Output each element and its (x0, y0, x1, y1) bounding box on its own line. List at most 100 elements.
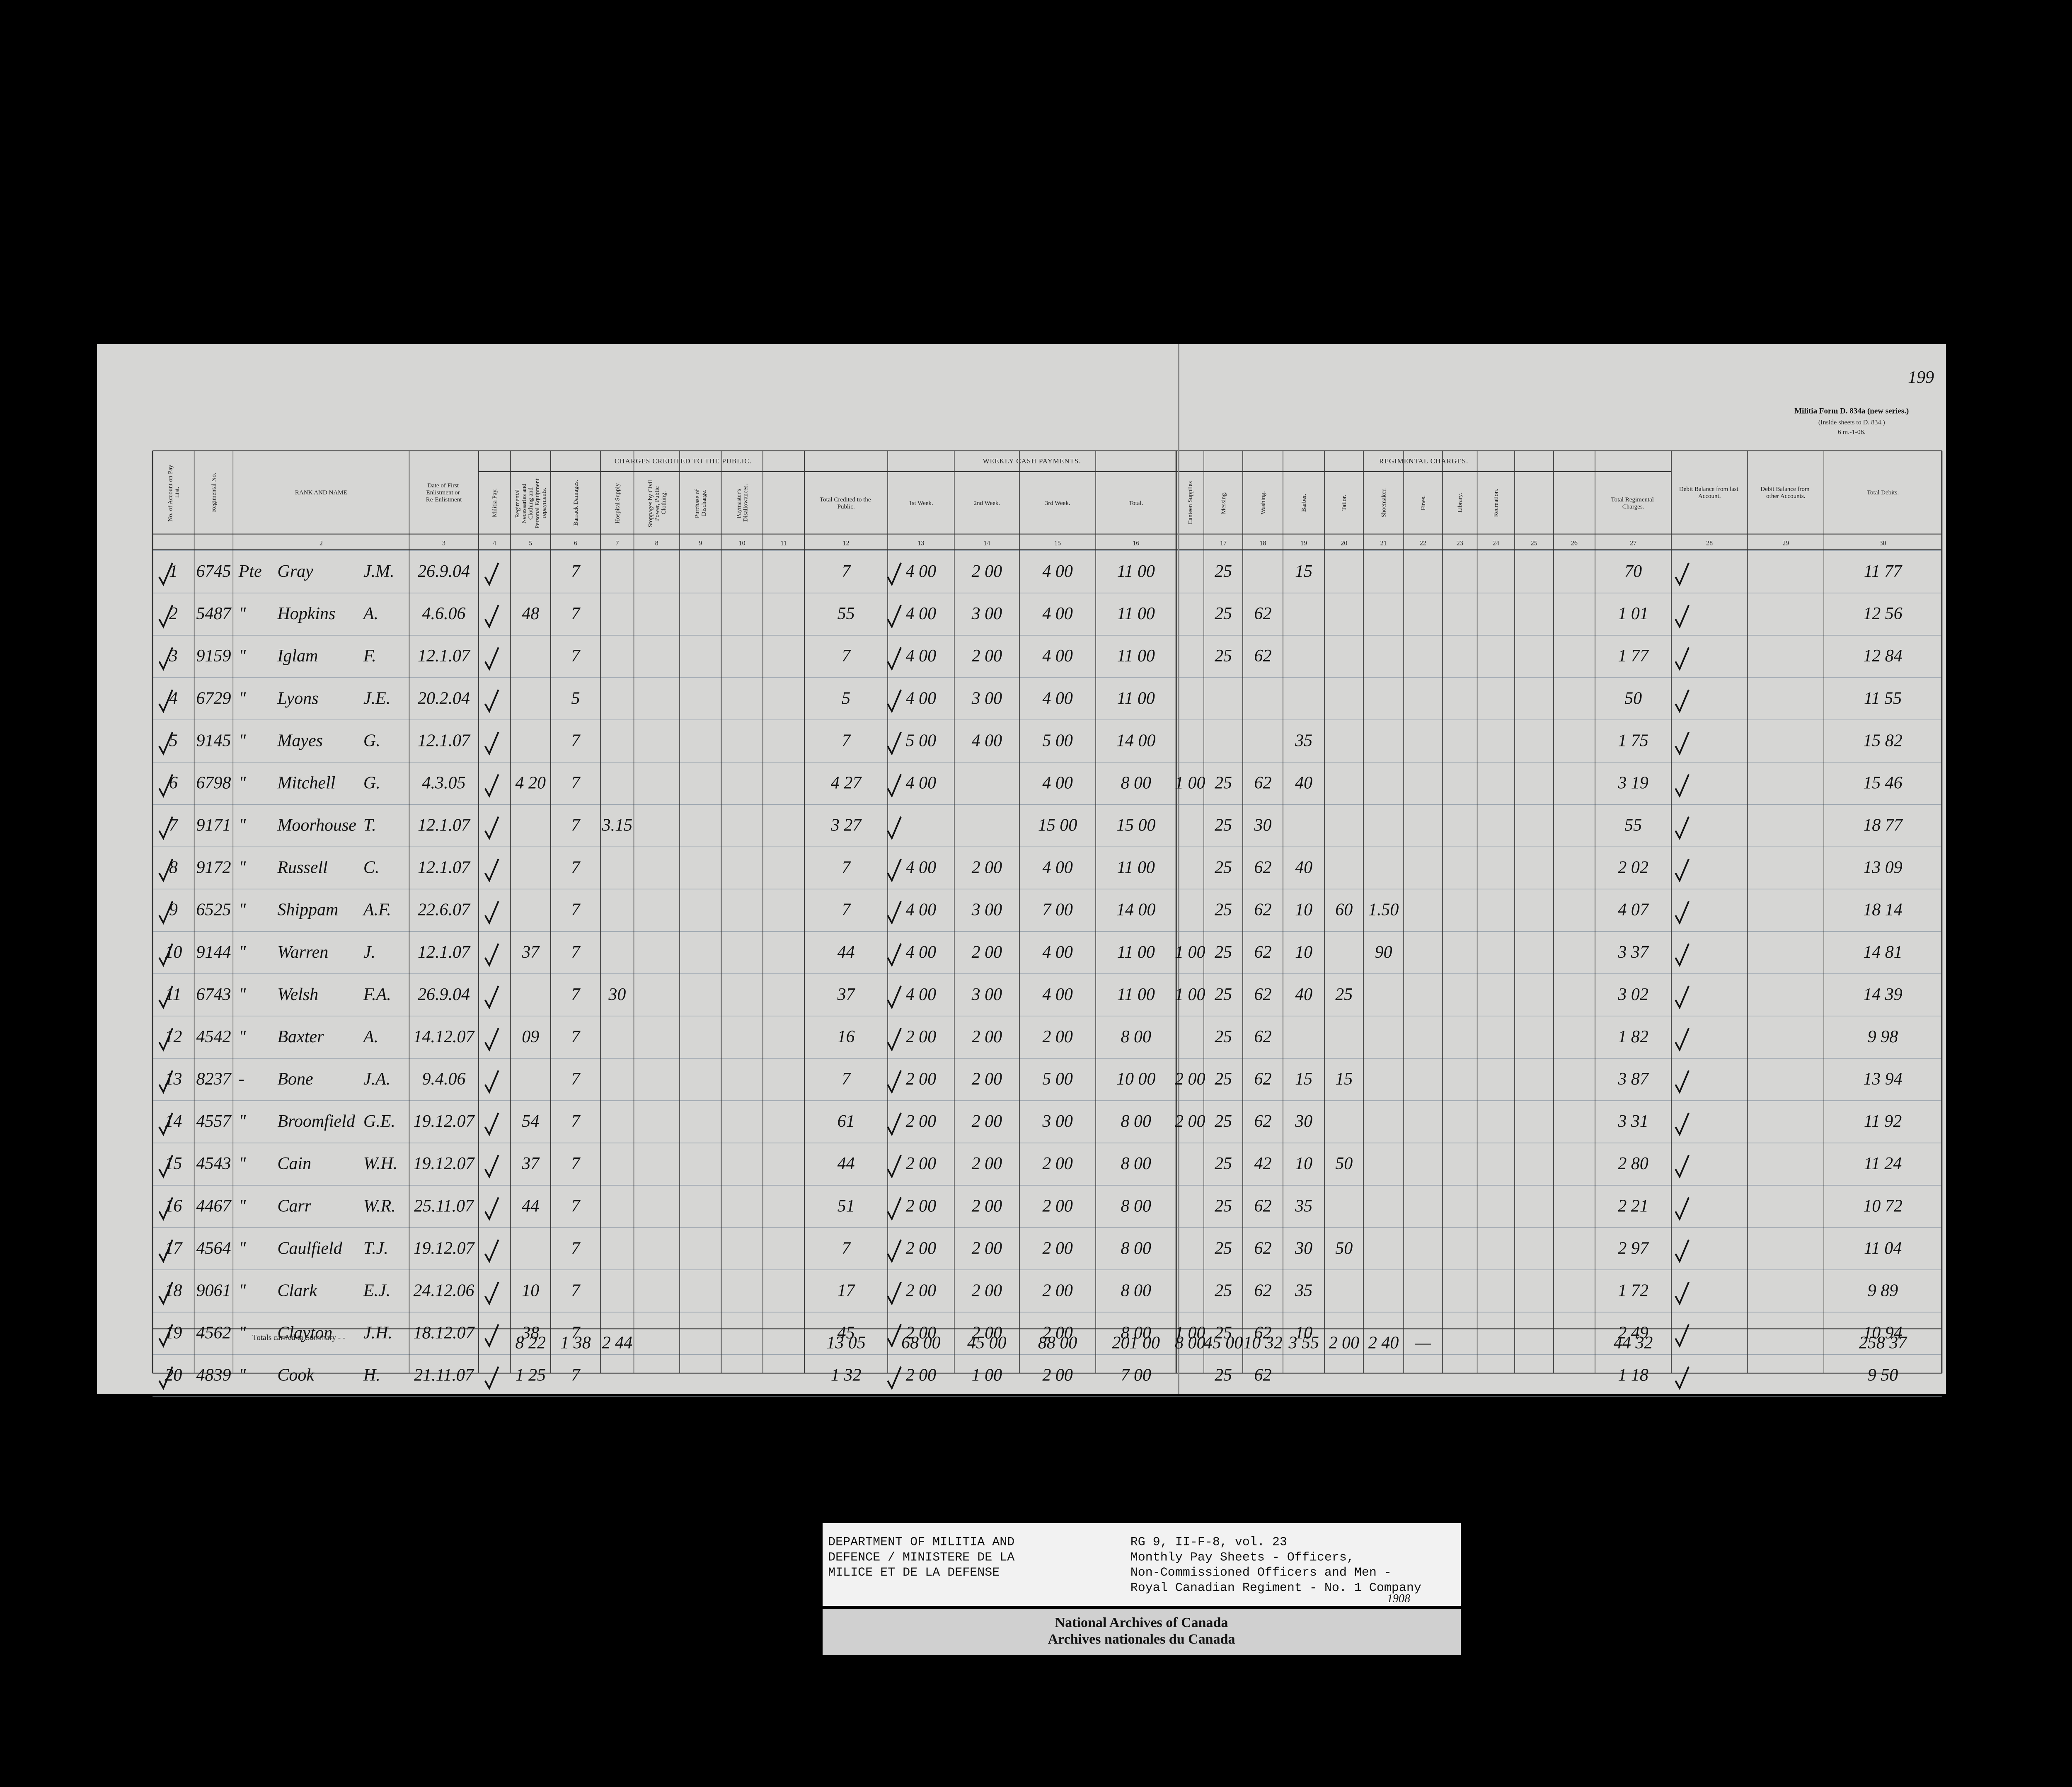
cell-name: Welsh (277, 985, 318, 1004)
cell-barrack: 7 (571, 858, 581, 877)
cell-washing: 30 (1254, 816, 1271, 835)
cell-name: Moorhouse (277, 816, 356, 835)
cell-total-reg: 1 18 (1618, 1366, 1648, 1385)
cell-debits: 10 72 (1863, 1196, 1903, 1216)
cell-debits: 12 56 (1863, 604, 1903, 623)
cell-name: Caulfield (277, 1239, 342, 1258)
cell-reg: 9061 (196, 1281, 231, 1300)
cell-barrack: 1 38 (560, 1333, 591, 1352)
column-header: Fines. (1420, 495, 1427, 510)
cell-total: 8 00 (1121, 1154, 1151, 1173)
check-mark (484, 1239, 499, 1263)
column-number: 26 (1571, 540, 1578, 547)
cell-canteen: 2 00 (1175, 1112, 1205, 1131)
cell-name: Bone (277, 1070, 313, 1089)
column-header: Paymaster's Disallowances. (736, 484, 749, 522)
cell-name: Mitchell (277, 773, 335, 792)
cell-week1: 2 00 (906, 1027, 937, 1046)
cell-week2: 2 00 (972, 1281, 1002, 1300)
cell-total-reg: 3 19 (1617, 773, 1648, 792)
column-number: 5 (529, 540, 532, 547)
cell-barrack: 7 (571, 1366, 581, 1385)
cell-total-reg: 1 77 (1618, 647, 1649, 666)
column-number: 3 (442, 540, 445, 547)
cell-total-reg: 50 (1624, 689, 1642, 708)
cell-barber: 15 (1295, 562, 1312, 581)
check-mark (158, 901, 174, 925)
cell-total-reg: 1 82 (1618, 1027, 1648, 1046)
cell-washing: 62 (1254, 1196, 1271, 1216)
cell-date: 19.12.07 (414, 1154, 475, 1173)
cell-washing: 62 (1254, 1324, 1271, 1343)
cell-date: 18.12.07 (414, 1324, 475, 1343)
cell-barrack: 7 (571, 731, 581, 750)
cell-total-reg: 55 (1624, 816, 1642, 835)
cell-necessaries: 44 (522, 1196, 539, 1216)
check-mark (887, 1112, 902, 1136)
cell-credited: 16 (838, 1027, 855, 1046)
cell-shoemaker: 1.50 (1368, 901, 1399, 920)
cell-credited: 3 27 (830, 816, 862, 835)
cell-date: 19.12.07 (414, 1112, 475, 1131)
cell-reg: 4557 (196, 1112, 232, 1131)
check-mark (484, 943, 499, 967)
cell-tailor: 50 (1335, 1239, 1353, 1258)
check-mark (887, 605, 902, 629)
cell-date: 12.1.07 (418, 943, 471, 962)
cell-initials: A. (362, 1027, 378, 1046)
check-mark (484, 731, 499, 755)
cell-initials: G. (363, 731, 380, 750)
cell-debits: 18 14 (1863, 901, 1903, 920)
cell-week3: 3 00 (1042, 1112, 1073, 1131)
cell-name: Broomfield (277, 1112, 355, 1131)
cell-rank: " (239, 1281, 246, 1300)
cell-week3: 4 00 (1042, 858, 1073, 877)
column-number: 19 (1300, 540, 1307, 547)
cell-total: 11 00 (1117, 689, 1155, 708)
check-mark (887, 562, 902, 586)
cell-rank: " (239, 816, 246, 835)
cell-messing: 25 (1215, 1070, 1232, 1089)
check-mark (887, 774, 902, 798)
cell-week1: 2 00 (906, 1366, 937, 1385)
page-number: 199 (1908, 368, 1934, 387)
check-mark (484, 1112, 499, 1136)
cell-week3: 2 00 (1042, 1239, 1073, 1258)
cell-barber: 10 (1295, 943, 1312, 962)
cell-acct: 11 (165, 985, 182, 1004)
cell-messing: 25 (1215, 604, 1232, 623)
cell-week1: 2 00 (906, 1281, 937, 1300)
cell-week1: 4 00 (906, 562, 937, 581)
cell-week3: 2 00 (1042, 1027, 1073, 1046)
cell-rank: " (239, 985, 246, 1004)
cell-week3: 2 00 (1042, 1154, 1073, 1173)
column-header: Debit Balance from other Accounts. (1760, 486, 1811, 500)
cell-date: 12.1.07 (418, 858, 471, 877)
column-number: 17 (1220, 540, 1227, 547)
cell-acct: 19 (165, 1324, 182, 1343)
cell-barrack: 7 (571, 943, 581, 962)
cell-week1: 2 00 (906, 1154, 937, 1173)
cell-acct: 13 (165, 1070, 182, 1089)
cell-acct: 20 (165, 1366, 182, 1385)
cell-rank: " (239, 943, 246, 962)
cell-barrack: 7 (571, 1239, 581, 1258)
cell-reg: 6798 (196, 773, 231, 792)
cell-total: 11 00 (1117, 858, 1155, 877)
cell-total-reg: 44 32 (1614, 1333, 1653, 1352)
cell-reg: 6729 (196, 689, 231, 708)
cell-total: 10 00 (1116, 1070, 1156, 1089)
cell-total: 11 00 (1117, 943, 1155, 962)
cell-reg: 4467 (196, 1196, 232, 1216)
cell-total: 201 00 (1112, 1333, 1160, 1352)
check-mark (484, 986, 499, 1010)
cell-name: Lyons (277, 689, 318, 708)
cell-washing: 62 (1254, 1281, 1271, 1300)
cell-week2: 2 00 (972, 1070, 1002, 1089)
cell-canteen: 1 00 (1175, 1324, 1205, 1343)
cell-week2: 3 00 (971, 689, 1002, 708)
cell-rank: " (239, 1196, 246, 1216)
cell-acct: 4 (169, 689, 178, 708)
column-header: Date of First Enlistment or Re-Enlistmen… (426, 482, 462, 503)
column-number: 24 (1493, 540, 1499, 547)
